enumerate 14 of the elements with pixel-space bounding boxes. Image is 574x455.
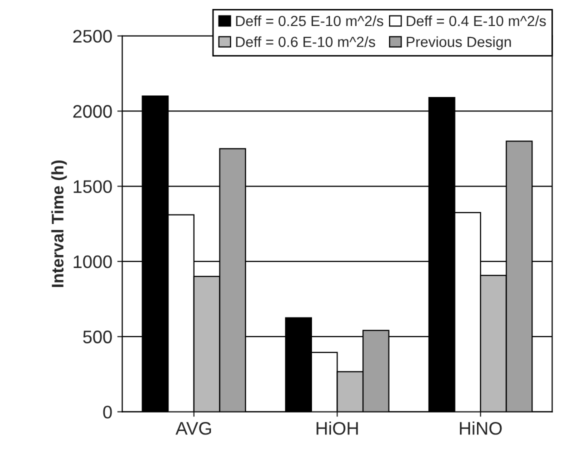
y-tick-label: 0 bbox=[103, 406, 112, 418]
x-tick-label: HiOH bbox=[316, 421, 358, 435]
y-tick-label: 1000 bbox=[74, 255, 112, 268]
x-tick-label: HiNO bbox=[460, 421, 502, 435]
legend-label: Deff = 0.6 E-10 m^2/s bbox=[236, 36, 376, 48]
y-tick-label: 2000 bbox=[73, 105, 112, 118]
legend-label: Previous Design bbox=[406, 36, 511, 50]
x-tick-label: AVG bbox=[176, 422, 211, 435]
y-tick-label: 1500 bbox=[74, 180, 112, 193]
y-axis-title: Interval Time (h) bbox=[51, 160, 67, 287]
legend-label: Deff = 0.25 E-10 m^2/s bbox=[236, 15, 384, 26]
legend-label: Deff = 0.4 E-10 m^2/s bbox=[406, 15, 546, 26]
y-tick-label: 500 bbox=[83, 330, 112, 344]
y-tick-label: 2500 bbox=[73, 30, 112, 43]
